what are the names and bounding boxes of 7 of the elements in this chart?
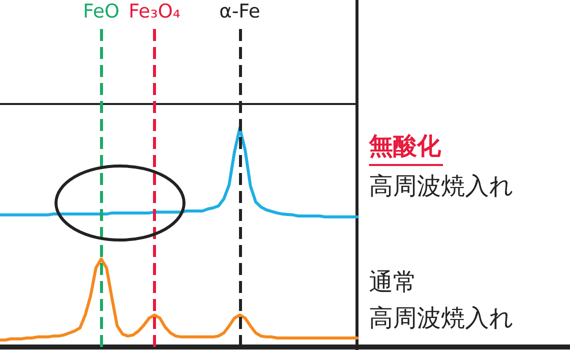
text: 高周波焼入れ <box>369 172 514 200</box>
text: α-Fe <box>219 0 260 22</box>
text: Fe₃O₄ <box>128 0 180 22</box>
text: 高周波焼入れ <box>369 304 514 332</box>
text: 無酸化 <box>368 132 442 160</box>
text: FeO <box>82 0 120 22</box>
text: 通常 <box>369 268 417 296</box>
